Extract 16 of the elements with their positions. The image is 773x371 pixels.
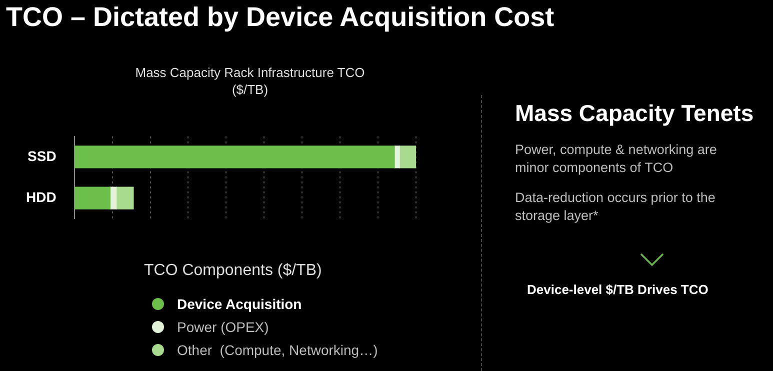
y-tick-label: SSD: [28, 148, 56, 164]
text: Power, compute & networking are minor components of TCO: [515, 141, 718, 177]
legend-title: TCO Components ($/TB): [144, 262, 323, 280]
chart-title: TCO – Dictated by Device Acquisition Cost: [6, 2, 554, 33]
bar: [74, 186, 111, 210]
chart-subtitle: Mass Capacity Rack Infrastructure TCO ($/TB): [134, 64, 366, 98]
text: Data-reduction occurs prior to the storage layer*: [515, 189, 716, 225]
text: Device-level $/TB Drives TCO: [527, 282, 708, 297]
legend-label: Power (OPEX): [177, 318, 269, 334]
bar: [74, 146, 395, 168]
legend-label: Device Acquisition: [177, 296, 302, 312]
legend-label: Other (Compute, Networking…): [177, 342, 378, 358]
text: Mass Capacity Tenets: [515, 100, 754, 127]
bar: [399, 146, 416, 168]
bar: [116, 186, 134, 210]
y-tick-label: HDD: [26, 188, 56, 205]
